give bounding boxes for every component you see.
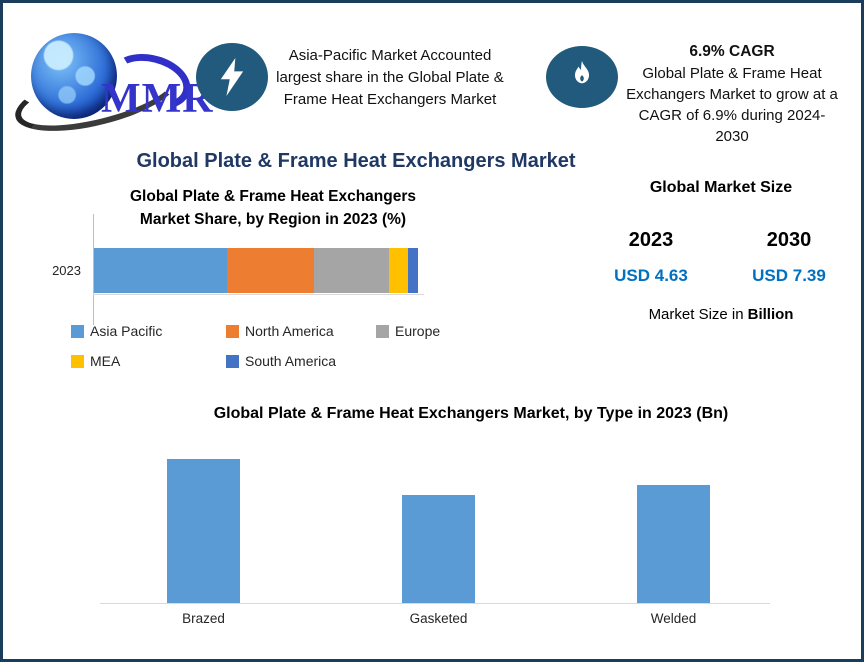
flame-icon xyxy=(546,46,618,108)
lightning-icon xyxy=(196,43,268,111)
type-label-slot: Gasketed xyxy=(402,611,475,626)
market-size-columns: 2023 USD 4.63 2030 USD 7.39 xyxy=(595,229,845,286)
market-size-note: Market Size in Billion xyxy=(621,306,821,323)
type-bar-welded xyxy=(637,485,710,603)
page-title: Global Plate & Frame Heat Exchangers Mar… xyxy=(136,150,576,172)
region-segment-asia-pacific xyxy=(94,248,227,293)
legend-item-asia-pacific: Asia Pacific xyxy=(71,323,226,339)
region-stacked-bar xyxy=(94,248,418,293)
legend-item-north-america: North America xyxy=(226,323,376,339)
cagr-headline: 6.9% CAGR xyxy=(689,43,775,60)
market-size-col-2030: 2030 USD 7.39 xyxy=(733,229,845,286)
region-chart-y-axis xyxy=(93,214,94,325)
type-bar-label-brazed: Brazed xyxy=(182,611,225,626)
market-size-note-prefix: Market Size in xyxy=(648,306,744,323)
market-size-col-2023: 2023 USD 4.63 xyxy=(595,229,707,286)
legend-label: MEA xyxy=(90,353,121,369)
region-chart-x-axis xyxy=(93,294,424,295)
legend-item-europe: Europe xyxy=(376,323,471,339)
legend-swatch-south-america xyxy=(226,354,239,368)
legend-item-mea: MEA xyxy=(71,353,226,369)
market-size-value: USD 4.63 xyxy=(614,266,688,285)
type-bar-gasketed xyxy=(402,495,475,603)
market-size-title: Global Market Size xyxy=(649,179,793,196)
legend-swatch-north-america xyxy=(226,324,239,338)
legend-label: Asia Pacific xyxy=(90,323,163,339)
type-bar-brazed xyxy=(167,459,240,603)
legend-swatch-mea xyxy=(71,354,84,368)
legend-swatch-europe xyxy=(376,324,389,338)
type-chart-title: Global Plate & Frame Heat Exchangers Mar… xyxy=(213,405,729,422)
market-size-value: USD 7.39 xyxy=(752,266,826,285)
globe-icon xyxy=(31,33,117,119)
legend-label: South America xyxy=(245,353,337,369)
region-segment-south-america xyxy=(408,248,418,293)
lightning-bolt-glyph xyxy=(220,58,244,96)
highlight-left-text: Asia-Pacific Market Accounted largest sh… xyxy=(276,47,504,108)
mmr-logo: MMR xyxy=(8,25,213,145)
type-chart-x-axis xyxy=(100,603,770,604)
highlight-right-block: 6.9% CAGR Global Plate & Frame Heat Exch… xyxy=(623,41,841,147)
cagr-text: Global Plate & Frame Heat Exchangers Mar… xyxy=(626,65,838,145)
market-size-year: 2030 xyxy=(766,229,812,251)
market-size-year: 2023 xyxy=(628,229,674,251)
legend-label: North America xyxy=(245,323,334,339)
legend-swatch-asia-pacific xyxy=(71,324,84,338)
logo-brand-text: MMR xyxy=(101,76,214,122)
region-segment-north-america xyxy=(226,248,315,293)
type-bar-label-welded: Welded xyxy=(650,611,697,626)
type-chart-labels: Brazed Gasketed Welded xyxy=(167,611,710,626)
region-chart-category-label: 2023 xyxy=(52,263,81,278)
type-chart-bars xyxy=(167,443,710,603)
legend-label: Europe xyxy=(395,323,441,339)
type-label-slot: Welded xyxy=(637,611,710,626)
type-label-slot: Brazed xyxy=(167,611,240,626)
flame-glyph xyxy=(574,60,590,84)
market-size-note-unit: Billion xyxy=(747,306,794,323)
region-chart-title: Global Plate & Frame Heat Exchangers Mar… xyxy=(130,188,416,228)
region-chart-legend: Asia Pacific North America Europe MEA South … xyxy=(71,323,471,369)
region-segment-mea xyxy=(388,248,409,293)
type-bar-label-gasketed: Gasketed xyxy=(409,611,468,626)
region-segment-europe xyxy=(314,248,389,293)
legend-item-south-america: South America xyxy=(226,353,376,369)
